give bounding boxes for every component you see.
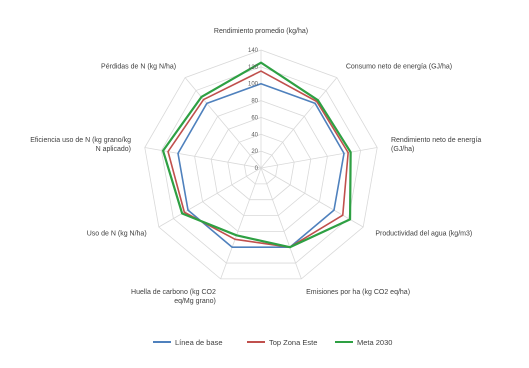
category-label: Eficiencia uso de N (kg grano/kg N aplica… [30, 137, 131, 153]
category-labels: Rendimiento promedio (kg/ha) Consumo neto… [30, 28, 481, 305]
series-line-top-zona-este [167, 70, 349, 249]
category-label: Emisiones por ha (kg CO2 eq/ha) [306, 289, 410, 296]
grid-ring [144, 49, 378, 280]
legend-label: Top Zona Este [269, 338, 317, 347]
grid-ring [210, 117, 312, 216]
category-label: Productividad del agua (kg/m3) [375, 231, 472, 238]
tick-label: 40 [251, 132, 258, 138]
grid-ring [194, 100, 328, 232]
grid-spoke [184, 77, 262, 169]
grid-spoke [260, 147, 378, 169]
category-label: Rendimiento neto de energía (GJ/ha) [391, 137, 481, 153]
legend-label: Línea de base [175, 338, 223, 347]
grid-ring [243, 150, 279, 185]
grid-spoke [260, 167, 364, 228]
legend: Línea de base Top Zona Este Meta 2030 [153, 338, 392, 347]
radar-series [161, 61, 352, 249]
tick-label: 80 [251, 99, 258, 105]
category-label: Pérdidas de N (kg N/ha) [101, 63, 176, 70]
grid-spoke [158, 167, 262, 228]
category-label: Consumo neto de energía (GJ/ha) [346, 63, 452, 70]
tick-label: 100 [248, 82, 259, 88]
radial-tick-labels: 0 20 40 60 80 100 120 140 [248, 48, 259, 172]
tick-label: 140 [248, 48, 259, 54]
grid-spoke [220, 167, 262, 280]
series-line-l-nea-de-base [177, 82, 345, 249]
tick-label: 0 [255, 166, 259, 172]
tick-label: 120 [248, 65, 259, 71]
category-label: Uso de N (kg N/ha) [87, 231, 147, 238]
grid-spoke [260, 167, 302, 280]
series-line-meta-2030 [161, 61, 352, 249]
category-label: Rendimiento promedio (kg/ha) [214, 28, 308, 35]
tick-label: 20 [251, 149, 258, 155]
grid-ring [160, 66, 362, 264]
grid-ring [227, 133, 295, 201]
category-label: Huella de carbono (kg CO2 eq/Mg grano) [131, 289, 216, 305]
legend-label: Meta 2030 [357, 338, 392, 347]
grid-spoke [260, 77, 338, 169]
tick-label: 60 [251, 115, 258, 121]
